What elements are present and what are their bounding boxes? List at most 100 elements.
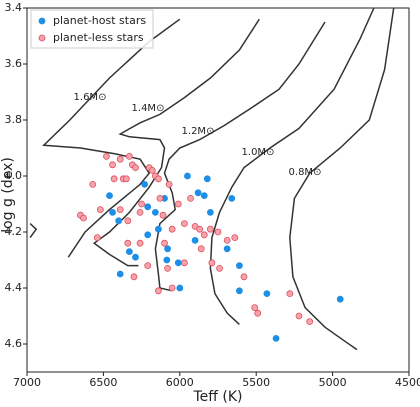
data-point xyxy=(80,214,87,222)
data-point xyxy=(295,312,303,320)
y-tick-label: 3.6 xyxy=(5,57,23,70)
data-point xyxy=(106,192,113,200)
data-point xyxy=(124,239,132,247)
data-point xyxy=(164,245,171,253)
data-point xyxy=(110,175,118,183)
data-point xyxy=(184,172,191,180)
data-point xyxy=(206,208,214,216)
data-point xyxy=(103,152,110,160)
data-point xyxy=(130,273,138,281)
data-point xyxy=(180,259,188,267)
data-point xyxy=(174,259,182,267)
data-point xyxy=(151,208,159,216)
data-point xyxy=(231,234,239,242)
data-point xyxy=(200,192,208,200)
track-label: 1.6M⊙ xyxy=(74,92,107,103)
x-tick-label: 6500 xyxy=(89,376,117,389)
data-point xyxy=(132,253,139,261)
data-point xyxy=(124,217,132,225)
data-point xyxy=(196,225,204,233)
data-point xyxy=(216,264,223,272)
track-line xyxy=(289,7,395,351)
y-tick-label: 4.6 xyxy=(5,337,23,350)
data-point xyxy=(136,208,144,216)
data-point xyxy=(161,239,168,247)
y-tick-label: 4.0 xyxy=(5,169,23,182)
legend-label: planet-host stars xyxy=(53,14,146,27)
data-point xyxy=(138,200,146,208)
data-point xyxy=(156,194,164,202)
data-point xyxy=(235,262,243,270)
data-point xyxy=(155,175,162,183)
data-point xyxy=(191,236,199,244)
track-label: 1.2M⊙ xyxy=(182,126,215,137)
data-point xyxy=(116,270,124,278)
data-point xyxy=(306,318,314,326)
legend-marker xyxy=(38,34,46,42)
data-point xyxy=(148,166,156,174)
data-point xyxy=(155,287,162,295)
data-point xyxy=(168,225,176,233)
data-point xyxy=(194,189,202,197)
data-point xyxy=(336,295,344,303)
data-point xyxy=(163,256,171,264)
x-tick-label: 4500 xyxy=(395,376,420,389)
data-point xyxy=(200,231,208,239)
data-point xyxy=(263,290,271,298)
x-tick-label: 5500 xyxy=(242,376,270,389)
data-point xyxy=(115,217,123,225)
data-point xyxy=(141,180,149,188)
data-point xyxy=(197,245,205,253)
track-line xyxy=(209,7,375,325)
data-point xyxy=(165,180,173,188)
legend-box xyxy=(30,9,154,49)
data-point xyxy=(144,203,152,211)
data-point xyxy=(116,206,124,214)
data-point xyxy=(125,248,133,256)
track-line xyxy=(29,18,181,258)
data-point xyxy=(155,225,162,233)
data-point xyxy=(223,236,231,244)
data-point xyxy=(164,264,171,272)
data-point xyxy=(168,284,176,292)
x-tick-label: 5000 xyxy=(319,376,347,389)
data-point xyxy=(206,225,214,233)
data-point xyxy=(254,309,262,317)
y-axis-title: log g (dex) xyxy=(0,157,16,233)
y-tick-label: 3.8 xyxy=(5,113,23,126)
y-tick-label: 4.2 xyxy=(5,225,23,238)
plot-frame xyxy=(26,7,410,373)
data-point xyxy=(176,284,184,292)
legend-marker xyxy=(38,17,46,25)
data-point xyxy=(116,155,124,163)
data-point xyxy=(203,175,211,183)
data-point xyxy=(122,175,130,183)
data-point xyxy=(235,287,243,295)
data-point xyxy=(251,304,259,312)
data-point xyxy=(144,231,152,239)
track-label: 0.8M⊙ xyxy=(289,167,322,178)
data-point xyxy=(208,259,216,267)
x-tick-label: 6000 xyxy=(166,376,194,389)
y-tick-label: 3.4 xyxy=(5,1,23,14)
track-label: 1.4M⊙ xyxy=(132,103,165,114)
legend-label: planet-less stars xyxy=(53,31,144,44)
data-point xyxy=(93,234,101,242)
y-tick-label: 4.4 xyxy=(5,281,23,294)
data-point xyxy=(240,273,248,281)
data-point xyxy=(228,194,236,202)
track-line xyxy=(92,18,260,267)
data-point xyxy=(286,290,294,298)
data-point xyxy=(214,228,222,236)
data-point xyxy=(180,220,188,228)
data-point xyxy=(187,194,194,202)
data-point xyxy=(125,152,133,160)
data-point xyxy=(144,262,152,270)
track-label: 1.0M⊙ xyxy=(242,147,275,158)
track-line xyxy=(154,21,326,292)
data-point xyxy=(109,161,116,169)
data-point xyxy=(96,206,104,214)
x-axis-title: Teff (K) xyxy=(193,389,243,405)
data-point xyxy=(132,164,139,172)
